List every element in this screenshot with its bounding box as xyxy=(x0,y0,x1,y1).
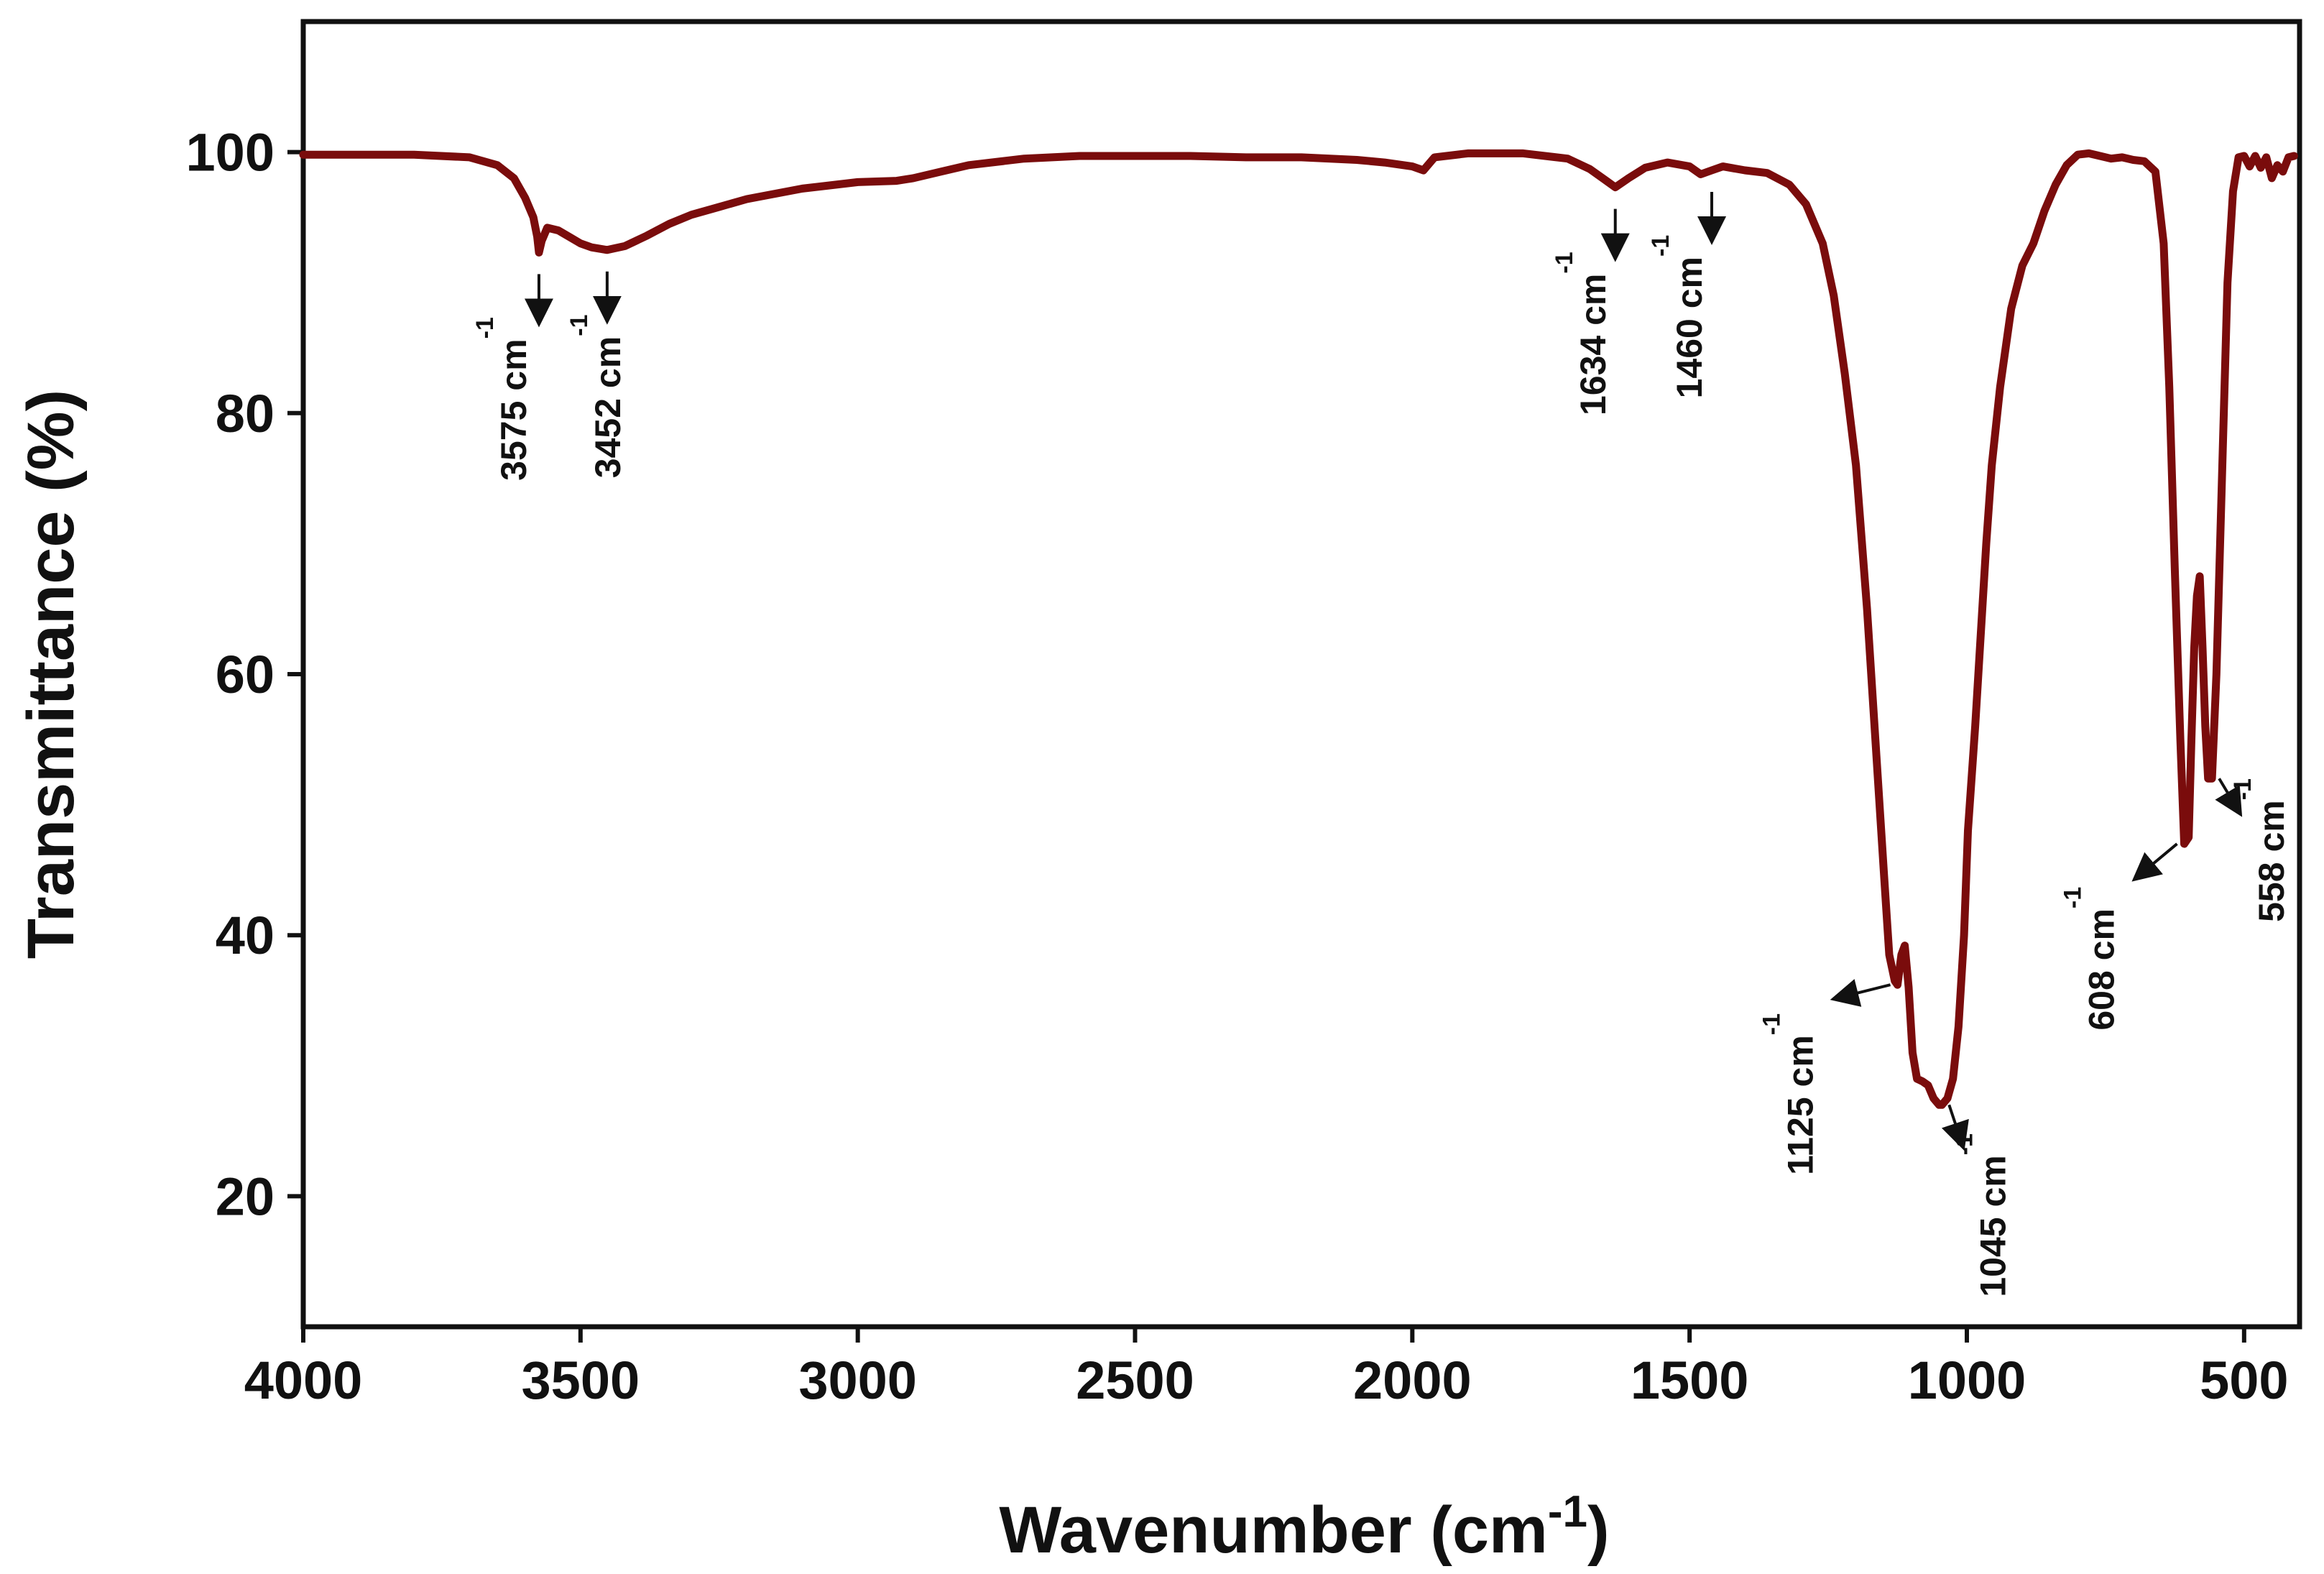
peak-annotation: 3575 cm-1 xyxy=(471,274,553,481)
annotation-label: 1125 cm xyxy=(1781,1035,1821,1175)
peak-annotation: 1460 cm-1 xyxy=(1647,192,1727,398)
peak-annotation: 1045 cm-1 xyxy=(1941,1104,2013,1297)
annotation-superscript: -1 xyxy=(1551,252,1578,273)
x-tick-label: 3500 xyxy=(522,1350,640,1410)
y-tick-label: 60 xyxy=(216,645,275,704)
x-tick-label: 500 xyxy=(2200,1350,2288,1410)
annotation-label: 608 cm xyxy=(2081,908,2121,1031)
annotation-superscript: -1 xyxy=(1647,235,1674,257)
transmittance-series-line xyxy=(299,149,2298,1109)
annotation-superscript: -1 xyxy=(471,317,499,339)
annotation-arrow xyxy=(1941,1104,1969,1151)
x-tick-label: 2500 xyxy=(1076,1350,1194,1410)
annotation-label: 3575 cm xyxy=(494,339,534,480)
annotation-label: 1460 cm xyxy=(1669,257,1710,398)
x-tick-label: 2000 xyxy=(1353,1350,1472,1410)
annotation-arrow xyxy=(2131,842,2178,882)
annotation-superscript: -1 xyxy=(1758,1013,1786,1035)
peak-annotation: 558 cm-1 xyxy=(2215,778,2292,922)
annotation-superscript: -1 xyxy=(2059,887,2086,908)
annotation-arrow xyxy=(2215,778,2243,817)
annotation-superscript: -1 xyxy=(1950,1133,1978,1155)
peak-annotation: 1634 cm-1 xyxy=(1551,208,1630,415)
x-tick-label: 4000 xyxy=(244,1350,363,1410)
peak-annotation: 608 cm-1 xyxy=(2059,842,2178,1031)
peak-annotation: 1125 cm-1 xyxy=(1758,979,1891,1175)
y-axis-title: Transmittance (%) xyxy=(14,390,88,959)
annotation-superscript: -1 xyxy=(566,315,593,336)
y-tick-label: 100 xyxy=(186,123,275,183)
plot-frame xyxy=(300,19,2302,1330)
x-axis-title: Wavenumber (cm-1) xyxy=(999,1487,1609,1567)
y-tick-labels: 20 40 60 80 100 xyxy=(186,123,275,1227)
y-tick-label: 20 xyxy=(216,1166,275,1226)
annotation-label: 558 cm xyxy=(2251,800,2292,922)
annotation-label: 1045 cm xyxy=(1973,1155,2013,1297)
x-tick-label: 1000 xyxy=(1908,1350,2026,1410)
x-tick-label: 1500 xyxy=(1631,1350,1749,1410)
peak-annotation: 3452 cm-1 xyxy=(566,271,628,478)
x-tick-labels: 4000 3500 3000 2500 2000 1500 1000 500 xyxy=(244,1350,2289,1410)
annotation-superscript: -1 xyxy=(2229,778,2256,800)
annotation-label: 1634 cm xyxy=(1573,274,1613,415)
y-tick-label: 40 xyxy=(216,906,275,965)
y-tick-label: 80 xyxy=(216,384,275,443)
annotation-label: 3452 cm xyxy=(588,336,628,478)
annotation-arrow xyxy=(1830,979,1891,1007)
x-tick-label: 3000 xyxy=(798,1350,917,1410)
